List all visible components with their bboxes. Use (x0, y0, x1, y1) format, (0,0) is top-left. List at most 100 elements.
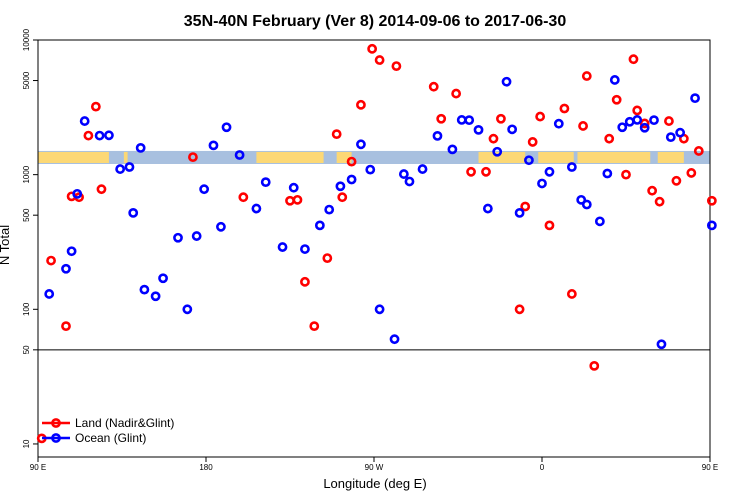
ocean-point (234, 150, 245, 160)
land-point (566, 289, 577, 299)
ocean-point (544, 166, 555, 177)
y-tick-label: 50 (22, 345, 31, 354)
ocean-point (447, 144, 458, 155)
land-point (466, 166, 476, 177)
ocean-point (346, 174, 357, 185)
ocean-point (124, 162, 135, 172)
ocean-point (507, 124, 518, 135)
ocean-point (288, 182, 299, 193)
ocean-point (135, 143, 146, 153)
land-point (337, 192, 348, 203)
ocean-point (464, 115, 475, 126)
land-point (611, 94, 622, 105)
land-point (527, 137, 538, 147)
land-point (46, 255, 56, 266)
land-point (367, 43, 378, 54)
ocean-point (492, 146, 503, 157)
ocean-point (115, 164, 126, 174)
land-region (478, 151, 526, 163)
land-point (654, 196, 665, 207)
land-point (559, 103, 570, 114)
legend: Land (Nadir&Glint)Ocean (Glint) (42, 416, 174, 445)
land-point (647, 185, 658, 196)
land-region (336, 151, 352, 163)
ocean-point (537, 178, 547, 189)
ocean-point (365, 164, 376, 175)
ocean-point (260, 177, 271, 188)
ocean-point (581, 199, 592, 210)
ocean-point (482, 203, 493, 214)
land-region (577, 151, 651, 163)
ocean-point (566, 162, 577, 172)
land-point (300, 276, 310, 287)
land-point (671, 175, 682, 186)
land-point (391, 61, 402, 71)
ocean-point (94, 130, 105, 141)
legend-label: Ocean (Glint) (75, 431, 146, 445)
legend-marker (51, 418, 61, 428)
x-tick-label: 180 (199, 463, 213, 472)
ocean-point (66, 246, 77, 257)
land-point (188, 152, 198, 163)
land-region (38, 151, 109, 163)
ocean-point (398, 169, 409, 179)
ocean-point (404, 176, 415, 187)
y-axis: 10 50 100 500 1000 5000 10000 (22, 28, 38, 448)
land-point (496, 113, 506, 124)
land-point (90, 101, 101, 112)
y-tick-label: 500 (22, 208, 31, 222)
ocean-point (208, 140, 219, 151)
x-axis: 90 E 180 90 W 0 90 E (30, 457, 718, 472)
ocean-point (182, 304, 193, 315)
y-tick-label: 100 (22, 302, 31, 316)
land-point (309, 321, 320, 332)
ocean-point (632, 115, 643, 125)
land-point (578, 121, 588, 131)
land-region (256, 151, 324, 163)
y-tick-label: 10000 (22, 28, 31, 51)
land-point (693, 146, 704, 156)
land-region (657, 151, 684, 163)
x-tick-label: 0 (540, 463, 545, 472)
land-point (285, 195, 295, 206)
ocean-point (314, 220, 325, 231)
ocean-point (150, 291, 161, 302)
ocean-point (79, 116, 90, 126)
y-tick-label: 1000 (22, 165, 31, 183)
ocean-point (251, 203, 262, 214)
ocean-point (456, 115, 467, 125)
y-tick-label: 10 (22, 439, 31, 448)
ocean-point (602, 168, 613, 179)
land-point (520, 201, 531, 212)
ocean-point (61, 263, 71, 274)
ocean-point (277, 242, 288, 252)
plot-frame (37, 39, 711, 458)
legend-label: Land (Nadir&Glint) (75, 416, 174, 430)
ocean-point (594, 216, 605, 227)
ocean-point (324, 204, 335, 215)
y-tick-label: 5000 (22, 71, 31, 89)
land-point (346, 156, 357, 167)
land-point (604, 133, 615, 144)
ocean-point (656, 339, 667, 350)
x-tick-label: 90 E (30, 463, 46, 472)
ocean-point (432, 130, 443, 141)
land-point (374, 55, 385, 65)
ocean-point (158, 273, 168, 284)
land-point (356, 99, 366, 110)
world-map-strip (38, 150, 710, 164)
land-region (538, 151, 574, 163)
ocean-point (576, 194, 587, 205)
land-point (581, 71, 592, 81)
chart-title: 35N-40N February (Ver 8) 2014-09-06 to 2… (184, 13, 567, 30)
ocean-point (44, 289, 55, 299)
ocean-point (128, 207, 139, 218)
ocean-point (104, 130, 114, 141)
land-point (544, 220, 555, 231)
ocean-point (706, 220, 717, 231)
land-point (514, 304, 525, 315)
land-point (436, 113, 447, 124)
x-tick-label: 90 E (702, 463, 718, 472)
ocean-point (624, 116, 635, 127)
